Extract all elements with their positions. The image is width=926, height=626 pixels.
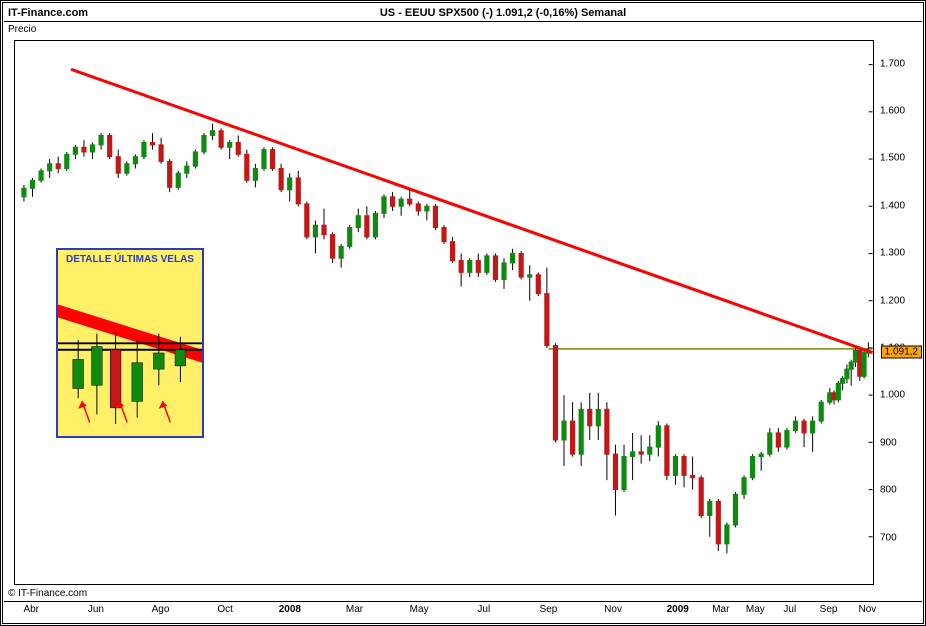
y-tick-label: 800 [880, 485, 897, 496]
x-axis [14, 585, 874, 601]
y-tick-label: 700 [880, 532, 897, 543]
y-tick-label: 1.600 [880, 106, 905, 117]
title-bar: IT-Finance.com US - EEUU SPX500 (-) 1.09… [4, 4, 922, 22]
y-tick-label: 900 [880, 437, 897, 448]
x-tick-label: May [410, 604, 429, 615]
chart-window: IT-Finance.com US - EEUU SPX500 (-) 1.09… [0, 0, 926, 626]
x-axis-bottom: Abr Jun Ago Oct 2008 Mar May Jul Sep Nov 2009 Mar Ma… [4, 602, 922, 620]
x-tick-label: Nov [604, 604, 622, 615]
x-tick-label: 2008 [279, 604, 301, 615]
y-tick-label: 1.500 [880, 153, 905, 164]
x-tick-label: May [746, 604, 765, 615]
x-tick-label: Nov [858, 604, 876, 615]
price-axis-label: Precio [8, 24, 36, 35]
detail-inset: DETALLE ÚLTIMAS VELAS [56, 248, 204, 438]
y-tick-label: 1.000 [880, 390, 905, 401]
y-tick-label: 1.700 [880, 58, 905, 69]
ticker-title: US - EEUU SPX500 (-) 1.091,2 (-0,16%) Se… [88, 7, 918, 19]
chart-area: Precio www.labolsaporantonomasia.es © IT… [4, 22, 922, 602]
x-tick-label: Jul [477, 604, 490, 615]
y-tick-label: 1.400 [880, 200, 905, 211]
inset-svg [58, 269, 202, 431]
x-tick-label: Oct [217, 604, 233, 615]
x-tick-label: Ago [152, 604, 170, 615]
x-tick-label: 2009 [667, 604, 689, 615]
source-label: IT-Finance.com [8, 7, 88, 19]
y-tick-label: 1.200 [880, 295, 905, 306]
price-tag: 1.091,2 [881, 346, 922, 359]
x-tick-label: Mar [712, 604, 729, 615]
x-tick-label: Jul [783, 604, 796, 615]
x-tick-label: Abr [23, 604, 39, 615]
x-tick-label: Jun [88, 604, 104, 615]
y-axis: 7008009001.0001.1001.2001.3001.4001.5001… [874, 40, 922, 585]
inset-title: DETALLE ÚLTIMAS VELAS [58, 250, 202, 269]
y-tick-label: 1.300 [880, 248, 905, 259]
x-tick-label: Sep [820, 604, 838, 615]
x-tick-label: Sep [540, 604, 558, 615]
x-tick-label: Mar [346, 604, 363, 615]
